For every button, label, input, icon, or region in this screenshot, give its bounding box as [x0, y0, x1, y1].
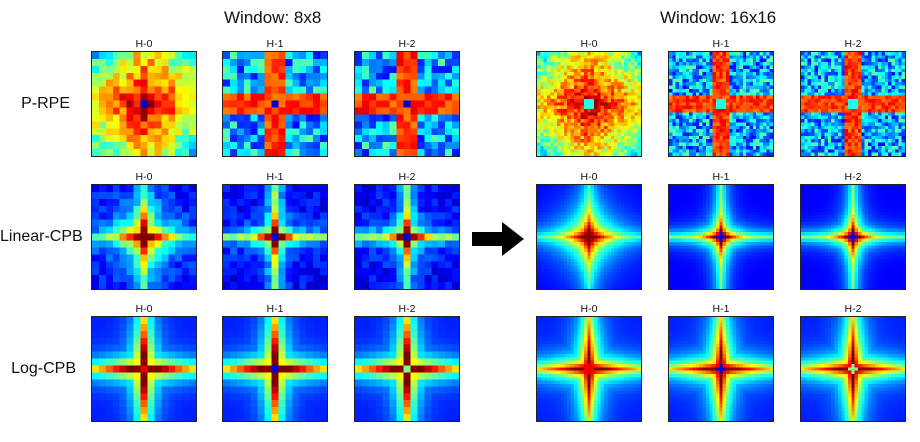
heatmap-image [222, 51, 328, 157]
heatmap-image [668, 316, 774, 422]
panel-head-label: H-1 [712, 38, 730, 50]
panel-head-label: H-2 [398, 303, 416, 315]
heatmap-image [91, 184, 197, 290]
row-label-log-cpb: Log-CPB [11, 360, 76, 377]
panel-head-label: H-0 [580, 303, 598, 315]
panel-head-label: H-0 [135, 303, 153, 315]
heatmap-panel-8x8-linear-cpb-h1: H-1 [222, 170, 328, 290]
heatmap-panel-8x8-log-cpb-h2: H-2 [354, 302, 460, 422]
heatmap-image [536, 184, 642, 290]
panel-head-label: H-0 [135, 171, 153, 183]
group-title-8x8: Window: 8x8 [224, 8, 322, 27]
heatmap-panel-16x16-p-rpe-h0: H-0 [536, 37, 642, 157]
row-label-p-rpe: P-RPE [21, 95, 70, 112]
right-arrow-icon [472, 222, 524, 256]
panel-head-label: H-2 [844, 303, 862, 315]
heatmap-image [222, 316, 328, 422]
row-label-linear-cpb: Linear-CPB [0, 228, 83, 245]
heatmap-image [800, 51, 906, 157]
panel-head-label: H-1 [266, 38, 284, 50]
heatmap-image [91, 316, 197, 422]
heatmap-panel-16x16-linear-cpb-h2: H-2 [800, 170, 906, 290]
panel-head-label: H-2 [398, 38, 416, 50]
group-title-16x16: Window: 16x16 [660, 8, 777, 27]
heatmap-panel-8x8-p-rpe-h2: H-2 [354, 37, 460, 157]
panel-head-label: H-0 [580, 38, 598, 50]
heatmap-panel-8x8-log-cpb-h0: H-0 [91, 302, 197, 422]
heatmap-image [354, 316, 460, 422]
heatmap-image [668, 184, 774, 290]
panel-head-label: H-1 [266, 171, 284, 183]
panel-head-label: H-1 [266, 303, 284, 315]
heatmap-image [536, 316, 642, 422]
heatmap-image [354, 51, 460, 157]
heatmap-panel-8x8-linear-cpb-h2: H-2 [354, 170, 460, 290]
heatmap-image [354, 184, 460, 290]
heatmap-panel-16x16-log-cpb-h1: H-1 [668, 302, 774, 422]
heatmap-image [800, 316, 906, 422]
heatmap-panel-8x8-log-cpb-h1: H-1 [222, 302, 328, 422]
panel-head-label: H-2 [844, 38, 862, 50]
heatmap-panel-8x8-p-rpe-h0: H-0 [91, 37, 197, 157]
panel-head-label: H-0 [580, 171, 598, 183]
heatmap-panel-16x16-log-cpb-h0: H-0 [536, 302, 642, 422]
heatmap-panel-16x16-p-rpe-h1: H-1 [668, 37, 774, 157]
heatmap-panel-8x8-p-rpe-h1: H-1 [222, 37, 328, 157]
heatmap-image [536, 51, 642, 157]
panel-head-label: H-1 [712, 171, 730, 183]
heatmap-panel-16x16-linear-cpb-h1: H-1 [668, 170, 774, 290]
heatmap-image [668, 51, 774, 157]
panel-head-label: H-0 [135, 38, 153, 50]
heatmap-panel-16x16-linear-cpb-h0: H-0 [536, 170, 642, 290]
panel-head-label: H-1 [712, 303, 730, 315]
heatmap-panel-16x16-log-cpb-h2: H-2 [800, 302, 906, 422]
heatmap-image [800, 184, 906, 290]
panel-head-label: H-2 [844, 171, 862, 183]
heatmap-panel-16x16-p-rpe-h2: H-2 [800, 37, 906, 157]
panel-head-label: H-2 [398, 171, 416, 183]
heatmap-panel-8x8-linear-cpb-h0: H-0 [91, 170, 197, 290]
heatmap-image [91, 51, 197, 157]
heatmap-image [222, 184, 328, 290]
